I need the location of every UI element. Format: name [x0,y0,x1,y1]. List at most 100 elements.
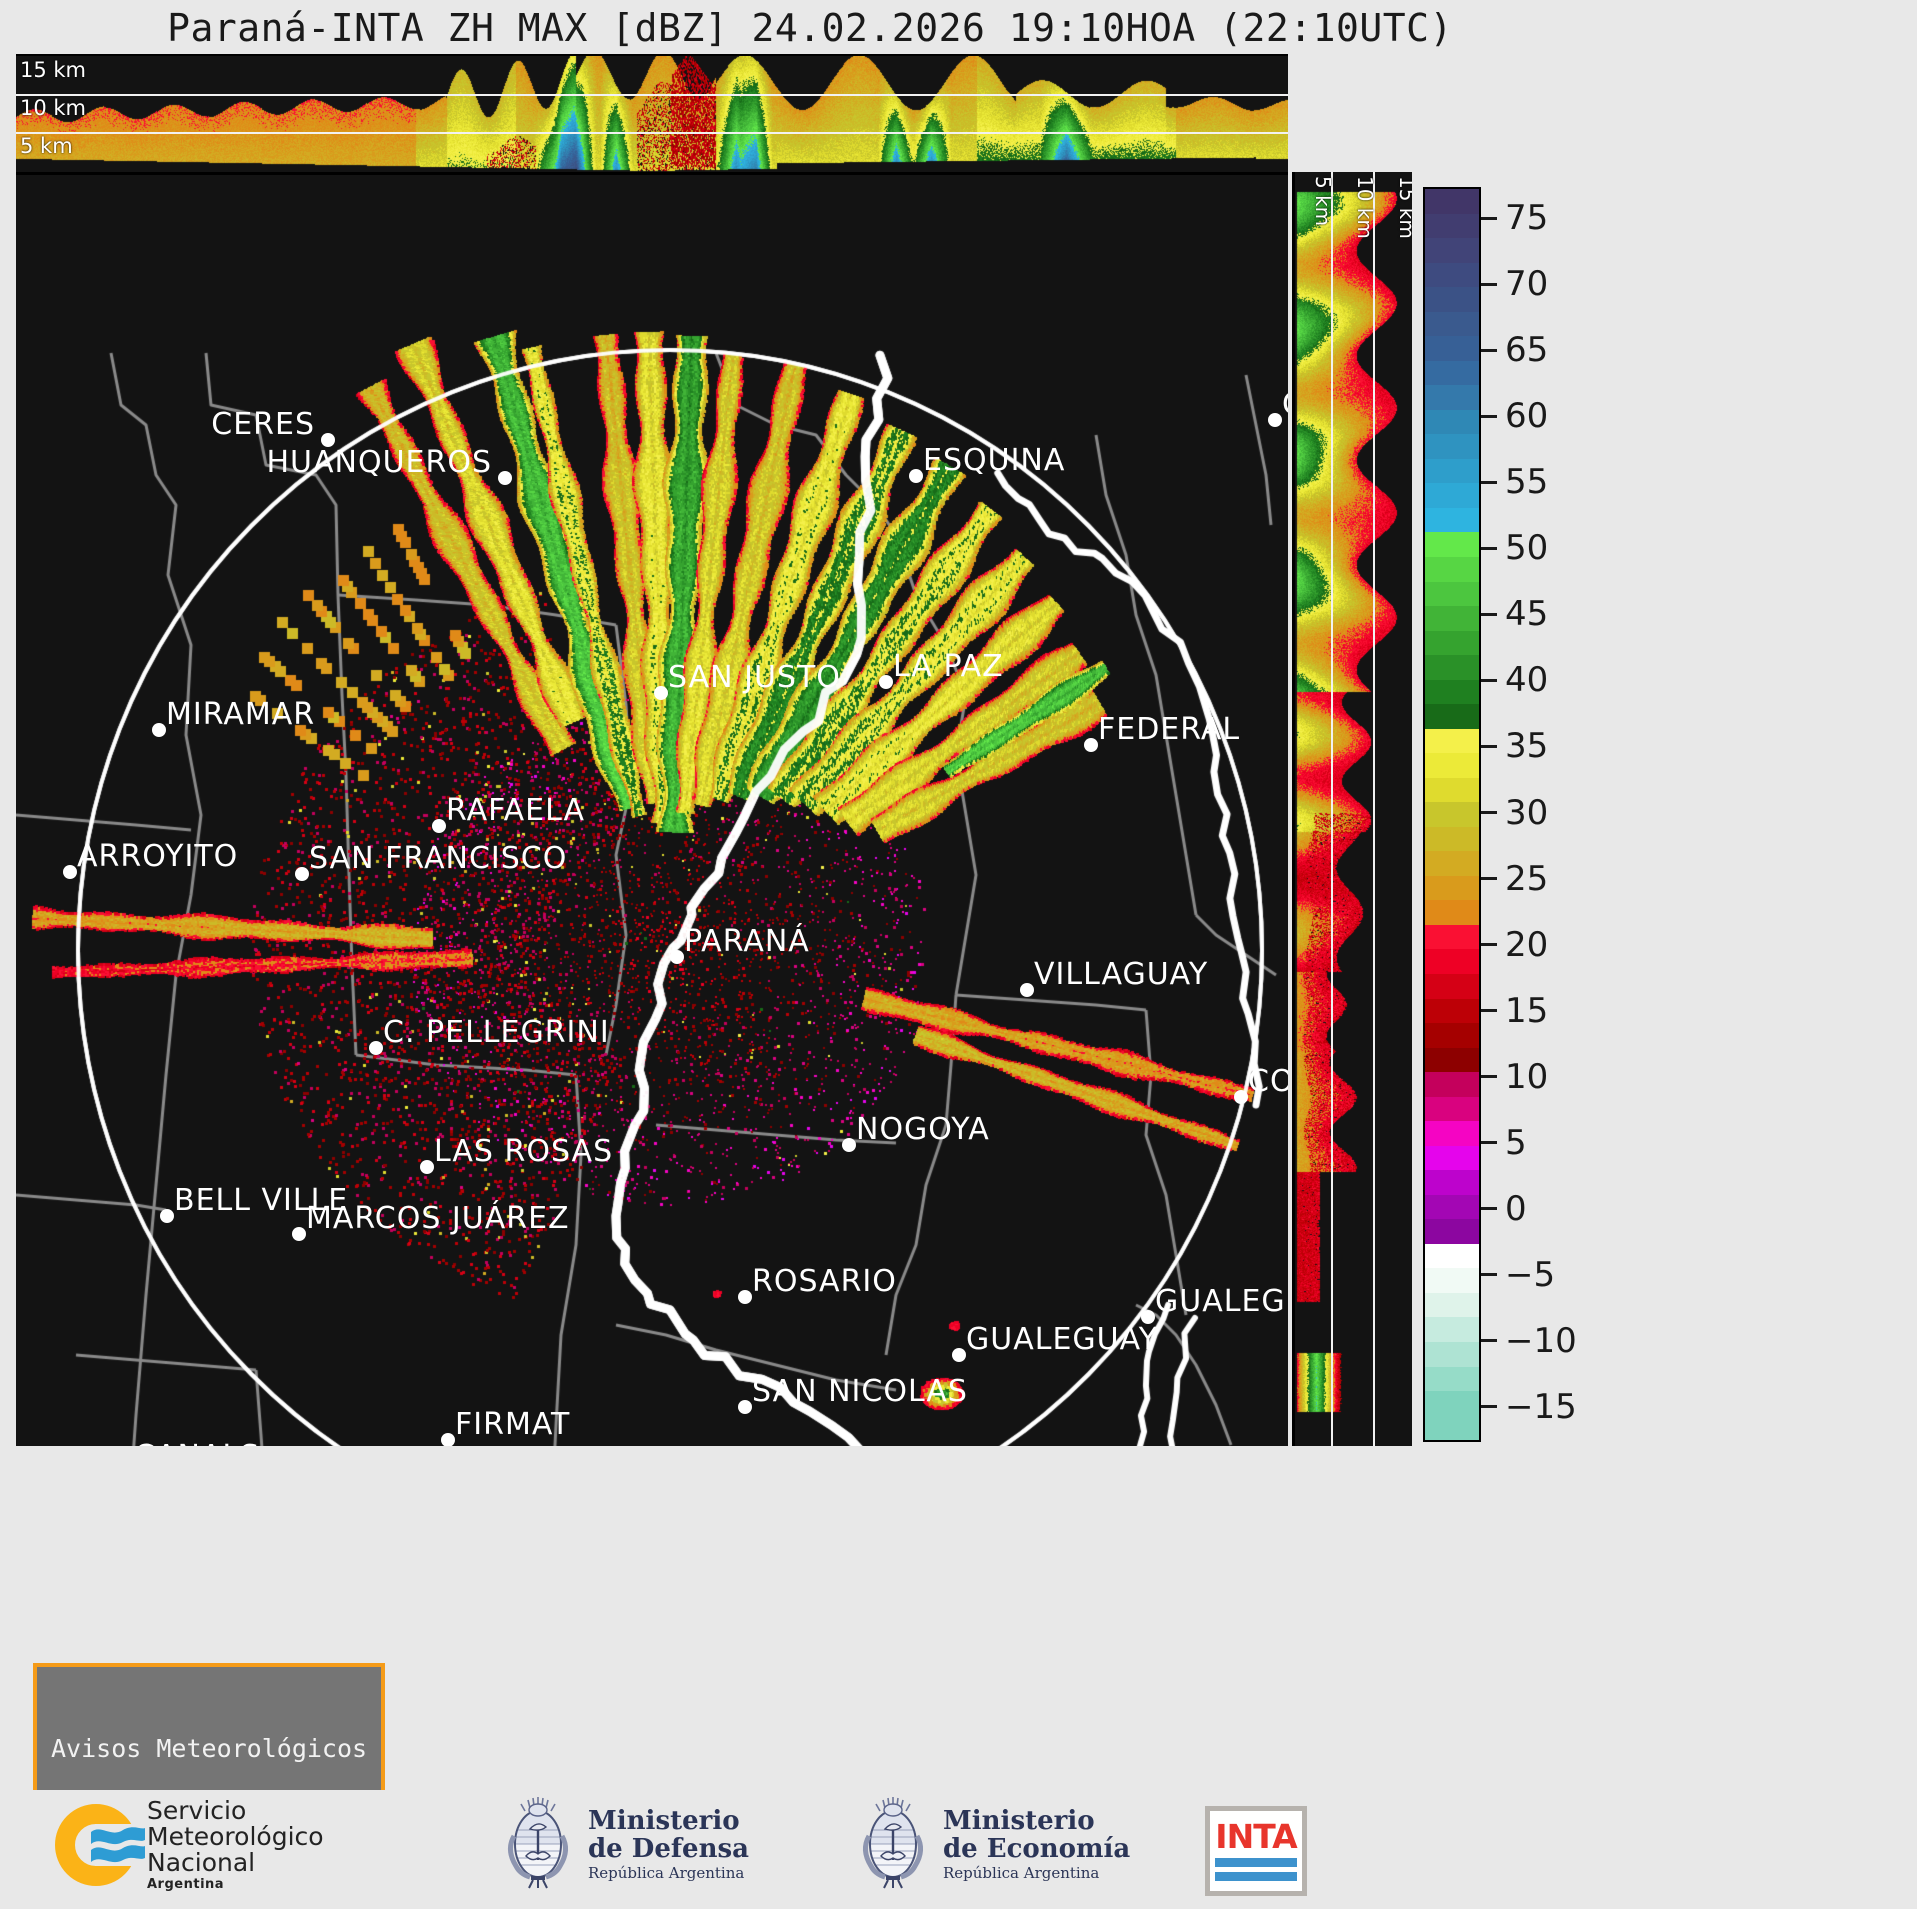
colorbar-tick-55: 55 [1481,462,1548,502]
colorbar-tick--10: −10 [1481,1321,1577,1361]
colorbar-cell-50 [1425,1415,1479,1441]
economia-line-3: República Argentina [943,1864,1100,1883]
colorbar-cell-13 [1425,507,1479,533]
tick-label: 45 [1505,594,1549,635]
colorbar-cell-36 [1425,1072,1479,1097]
colorbar-cell-16 [1425,581,1479,607]
xsec-right-label-10km: 10 km [1353,176,1377,239]
colorbar-tick-5: 5 [1481,1123,1527,1163]
tick-label: −5 [1505,1254,1556,1295]
tick-dash [1481,480,1497,484]
colorbar-cell-27 [1425,851,1479,876]
colorbar-tick-70: 70 [1481,264,1548,304]
colorbar-cell-18 [1425,630,1479,656]
tick-label: 60 [1505,396,1549,437]
defensa-line-3: República Argentina [588,1864,745,1883]
defensa-wordmark: Ministerio de Defensa República Argentin… [588,1806,749,1883]
tick-dash [1481,612,1497,616]
colorbar-cell-43 [1425,1243,1479,1269]
colorbar-cell-44 [1425,1268,1479,1293]
defensa-line-1: Ministerio [588,1806,740,1836]
colorbar: 75 70 65 60 55 50 45 40 35 30 25 20 15 10 5 0 −5 −10 −15 [1423,187,1577,1442]
xsec-top-gridline-10km [16,94,1288,96]
colorbar-tick-45: 45 [1481,594,1548,634]
tick-label: 0 [1505,1188,1527,1229]
tick-label: 75 [1505,198,1549,239]
tick-dash [1481,414,1497,418]
inta-bar-1 [1215,1857,1297,1867]
inta-wordmark: INTA [1215,1817,1297,1857]
colorbar-cell-35 [1425,1047,1479,1073]
colorbar-cell-20 [1425,679,1479,705]
tick-label: 15 [1505,990,1549,1031]
tick-dash [1481,877,1497,881]
colorbar-cell-38 [1425,1121,1479,1146]
colorbar-tick--15: −15 [1481,1387,1577,1427]
tick-dash [1481,348,1497,352]
colorbar-tick-40: 40 [1481,660,1548,700]
tick-dash [1481,1405,1497,1409]
defensa-line-2: de Defensa [588,1833,749,1864]
argentina-coat-of-arms-icon [863,1797,923,1889]
cross-section-top-panel: 15 km 10 km 5 km [16,54,1288,172]
economia-wordmark: Ministerio de Economía República Argenti… [943,1806,1130,1883]
colorbar-cell-3 [1425,262,1479,288]
tick-label: 40 [1505,660,1549,701]
colorbar-cell-48 [1425,1366,1479,1392]
colorbar-cell-30 [1425,924,1479,950]
colorbar-cell-11 [1425,458,1479,484]
tick-label: 25 [1505,858,1549,899]
colorbar-tick-75: 75 [1481,198,1548,238]
colorbar-cell-29 [1425,900,1479,925]
page-title: Paraná-INTA ZH MAX [dBZ] 24.02.2026 19:1… [167,6,1453,50]
colorbar-gradient [1423,187,1481,1442]
colorbar-tick-10: 10 [1481,1057,1548,1097]
colorbar-cell-12 [1425,483,1479,508]
xsec-right-gridline-10km [1373,172,1375,1446]
colorbar-cell-22 [1425,728,1479,754]
tick-dash [1481,1009,1497,1013]
logo-servicio-meteorologico-nacional: Servicio Meteorológico Nacional Argentin… [55,1798,324,1892]
tick-dash [1481,546,1497,550]
colorbar-cell-6 [1425,336,1479,361]
smn-line-4: Argentina [147,1877,225,1893]
colorbar-cell-23 [1425,753,1479,778]
xsec-right-label-15km: 15 km [1395,176,1412,239]
tick-label: 35 [1505,726,1549,767]
colorbar-cell-37 [1425,1096,1479,1122]
tick-dash [1481,1273,1497,1277]
smn-emblem-icon [55,1803,145,1886]
colorbar-cell-15 [1425,556,1479,582]
colorbar-tick-35: 35 [1481,726,1548,766]
colorbar-cell-46 [1425,1317,1479,1342]
tick-dash [1481,744,1497,748]
xsec-right-gridline-5km [1331,172,1333,1446]
argentina-coat-of-arms-icon [508,1797,568,1889]
tick-dash [1481,678,1497,682]
tick-dash [1481,1207,1497,1211]
colorbar-cell-19 [1425,655,1479,680]
colorbar-cell-24 [1425,777,1479,803]
colorbar-cell-1 [1425,213,1479,239]
colorbar-tick-15: 15 [1481,991,1548,1031]
tick-label: 20 [1505,924,1549,965]
economia-line-1: Ministerio [943,1806,1095,1836]
smn-line-3: Nacional [147,1847,256,1877]
colorbar-cell-26 [1425,826,1479,852]
colorbar-cell-42 [1425,1219,1479,1244]
colorbar-cell-32 [1425,974,1479,999]
logo-inta: INTA [1205,1806,1307,1896]
colorbar-cell-2 [1425,238,1479,263]
xsec-top-label-5km: 5 km [20,134,73,158]
smn-wave-icon [91,1827,145,1862]
xsec-top-label-15km: 15 km [20,58,87,82]
colorbar-cell-41 [1425,1194,1479,1220]
colorbar-cell-17 [1425,606,1479,631]
radar-map-canvas[interactable] [16,175,1288,1446]
colorbar-tick-50: 50 [1481,528,1548,568]
colorbar-tick-20: 20 [1481,925,1548,965]
tick-dash [1481,811,1497,814]
footer-logo-bar: Servicio Meteorológico Nacional Argentin… [0,1790,1917,1909]
